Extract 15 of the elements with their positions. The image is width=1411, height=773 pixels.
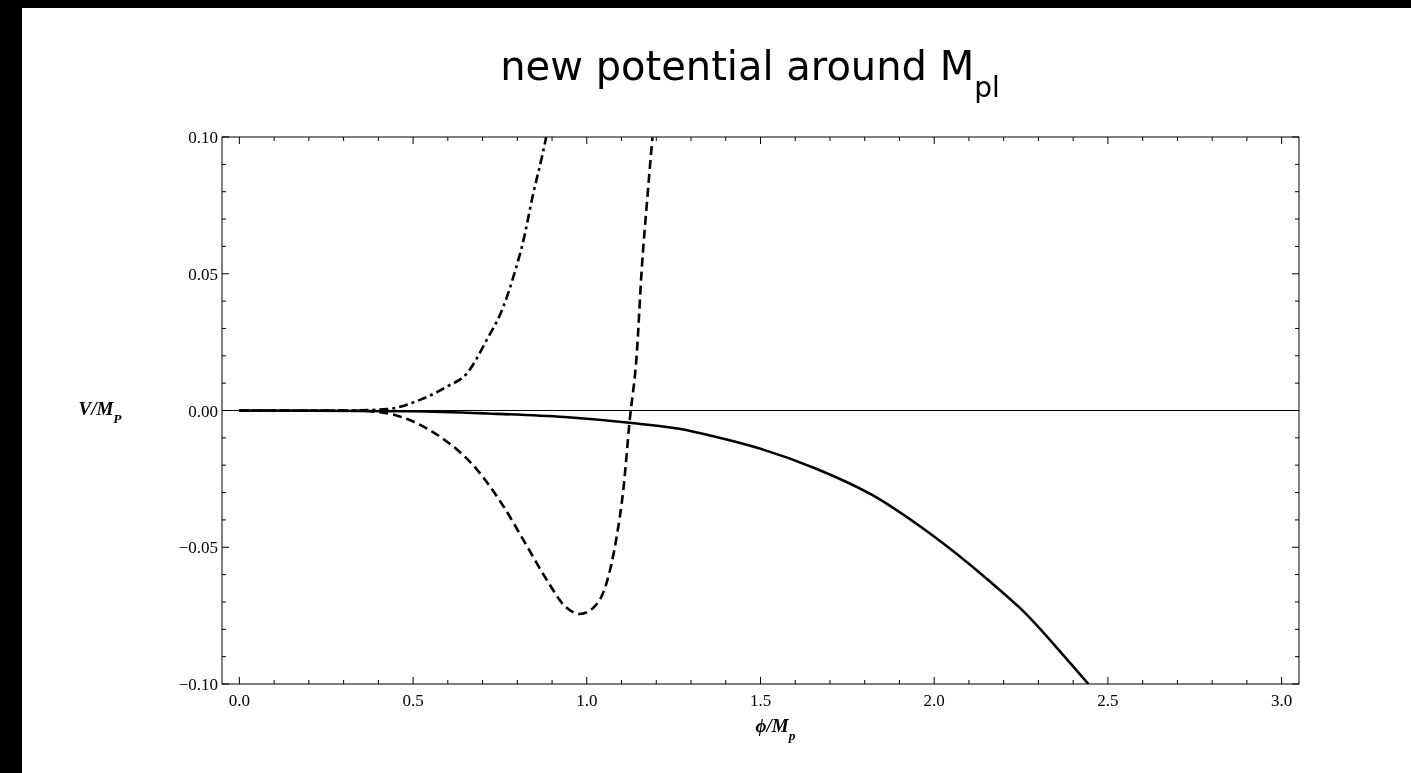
- y-tick-label: 0.10: [188, 128, 218, 147]
- x-tick-label: 2.0: [923, 691, 945, 710]
- x-tick-label: 0.0: [228, 691, 250, 710]
- y-tick-label: −0.05: [178, 538, 218, 558]
- chart-title: new potential around M$_{pl}$: [500, 43, 1000, 104]
- x-tick-label: 1.0: [576, 691, 598, 710]
- x-tick-label: 1.5: [749, 691, 772, 710]
- x-tick-label: 2.5: [1097, 691, 1119, 710]
- y-axis-title: V/M$_{P}$: [78, 398, 123, 426]
- y-tick-label: −0.10: [178, 675, 218, 694]
- x-tick-label: 3.0: [1271, 691, 1293, 710]
- y-tick-label: 0.05: [188, 264, 218, 284]
- x-axis-title: ϕ/M$_{p}$: [755, 715, 796, 743]
- x-tick-label: 0.5: [402, 691, 424, 710]
- y-tick-label: 0.00: [188, 401, 218, 421]
